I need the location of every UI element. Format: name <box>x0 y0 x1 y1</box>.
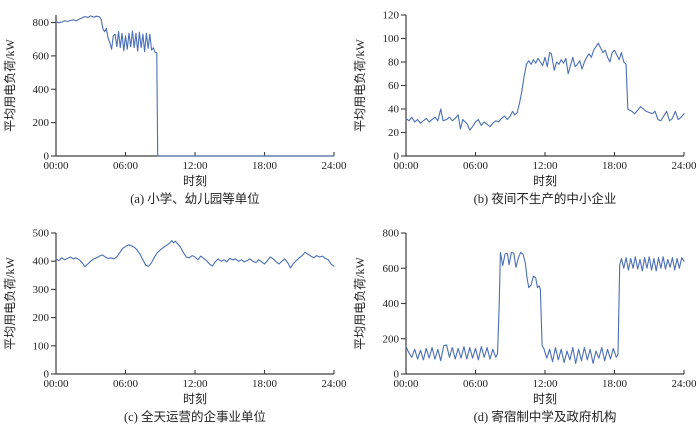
x-tick-label: 06:00 <box>113 160 139 172</box>
x-tick-label: 24:00 <box>321 378 347 390</box>
y-tick-label: 200 <box>33 117 50 129</box>
y-axis-title: 平均用电负荷/kW <box>353 257 367 350</box>
x-axis-title: 时刻 <box>533 392 557 406</box>
series-line <box>405 251 685 364</box>
x-tick-label: 00:00 <box>43 378 69 390</box>
chart-svg-c: 0 100 200 300 400 500 00:00 06:00 12:00 18:00 24:0… <box>3 228 347 425</box>
y-tick-label: 100 <box>33 340 50 352</box>
x-tick-label: 24:00 <box>321 160 347 172</box>
x-tick-label: 00:00 <box>393 160 419 172</box>
y-tick-label: 0 <box>394 151 400 163</box>
chart-svg-b: 0 20 40 60 80 100 120 00:00 06:00 12:00 18:00 24:00… <box>353 10 697 207</box>
y-tick-label: 60 <box>388 80 400 92</box>
series-line <box>405 42 685 131</box>
y-tick-label: 200 <box>383 333 400 345</box>
x-tick-label: 24:00 <box>671 160 697 172</box>
x-tick-label: 12:00 <box>532 160 558 172</box>
chart-caption: (c) 全天运营的企事业单位 <box>124 409 266 424</box>
y-tick-label: 80 <box>388 57 400 69</box>
chart-caption: (b) 夜间不生产的中小企业 <box>474 191 617 206</box>
y-axis-title: 平均用电负荷/kW <box>353 39 367 132</box>
x-tick-label: 18:00 <box>252 378 278 390</box>
y-tick-label: 600 <box>383 263 400 275</box>
chart-caption: (d) 寄宿制中学及政府机构 <box>474 409 617 424</box>
y-tick-label: 100 <box>383 33 400 45</box>
x-tick-label: 12:00 <box>532 378 558 390</box>
x-tick-label: 24:00 <box>671 378 697 390</box>
chart-caption: (a) 小学、幼儿园等单位 <box>130 191 260 206</box>
chart-svg-d: 0 200 400 600 800 00:00 06:00 12:00 18:00 24:00 平均… <box>353 228 697 425</box>
axes <box>55 15 334 157</box>
x-axis-title: 时刻 <box>183 174 207 188</box>
y-tick-label: 400 <box>383 298 400 310</box>
series-line <box>55 15 335 157</box>
y-tick-label: 120 <box>383 10 400 22</box>
y-tick-label: 300 <box>33 284 50 296</box>
y-tick-label: 40 <box>388 104 400 116</box>
x-tick-label: 06:00 <box>463 160 489 172</box>
y-tick-label: 500 <box>33 228 50 240</box>
y-tick-label: 800 <box>33 17 50 29</box>
axes <box>405 15 684 157</box>
chart-panel-d: 0 200 400 600 800 00:00 06:00 12:00 18:00 24:00 平均… <box>350 218 700 436</box>
x-tick-label: 18:00 <box>602 160 628 172</box>
chart-panel-b: 0 20 40 60 80 100 120 00:00 06:00 12:00 18:00 24:00… <box>350 0 700 218</box>
x-tick-label: 06:00 <box>113 378 139 390</box>
chart-svg-a: 0 200 400 600 800 00:00 06:00 12:00 18:00 24:00 平均… <box>3 15 347 206</box>
x-tick-label: 12:00 <box>182 160 208 172</box>
axes <box>55 233 334 375</box>
y-tick-label: 600 <box>33 50 50 62</box>
x-tick-label: 00:00 <box>393 378 419 390</box>
x-tick-label: 00:00 <box>43 160 69 172</box>
x-tick-label: 06:00 <box>463 378 489 390</box>
y-tick-label: 400 <box>33 84 50 96</box>
y-tick-label: 200 <box>33 312 50 324</box>
x-tick-label: 12:00 <box>182 378 208 390</box>
x-axis-title: 时刻 <box>183 392 207 406</box>
y-axis-title: 平均用电负荷/kW <box>3 257 17 350</box>
y-tick-label: 0 <box>394 369 400 381</box>
y-tick-label: 0 <box>44 369 50 381</box>
y-tick-label: 400 <box>33 256 50 268</box>
y-axis-title: 平均用电负荷/kW <box>3 39 17 132</box>
y-tick-label: 20 <box>388 127 400 139</box>
chart-panel-a: 0 200 400 600 800 00:00 06:00 12:00 18:00 24:00 平均… <box>0 0 350 218</box>
y-tick-label: 0 <box>44 151 50 163</box>
x-tick-label: 18:00 <box>602 378 628 390</box>
y-tick-label: 800 <box>383 228 400 240</box>
x-axis-title: 时刻 <box>533 174 557 188</box>
chart-panel-c: 0 100 200 300 400 500 00:00 06:00 12:00 18:00 24:0… <box>0 218 350 436</box>
x-tick-label: 18:00 <box>252 160 278 172</box>
series-line <box>55 240 335 269</box>
